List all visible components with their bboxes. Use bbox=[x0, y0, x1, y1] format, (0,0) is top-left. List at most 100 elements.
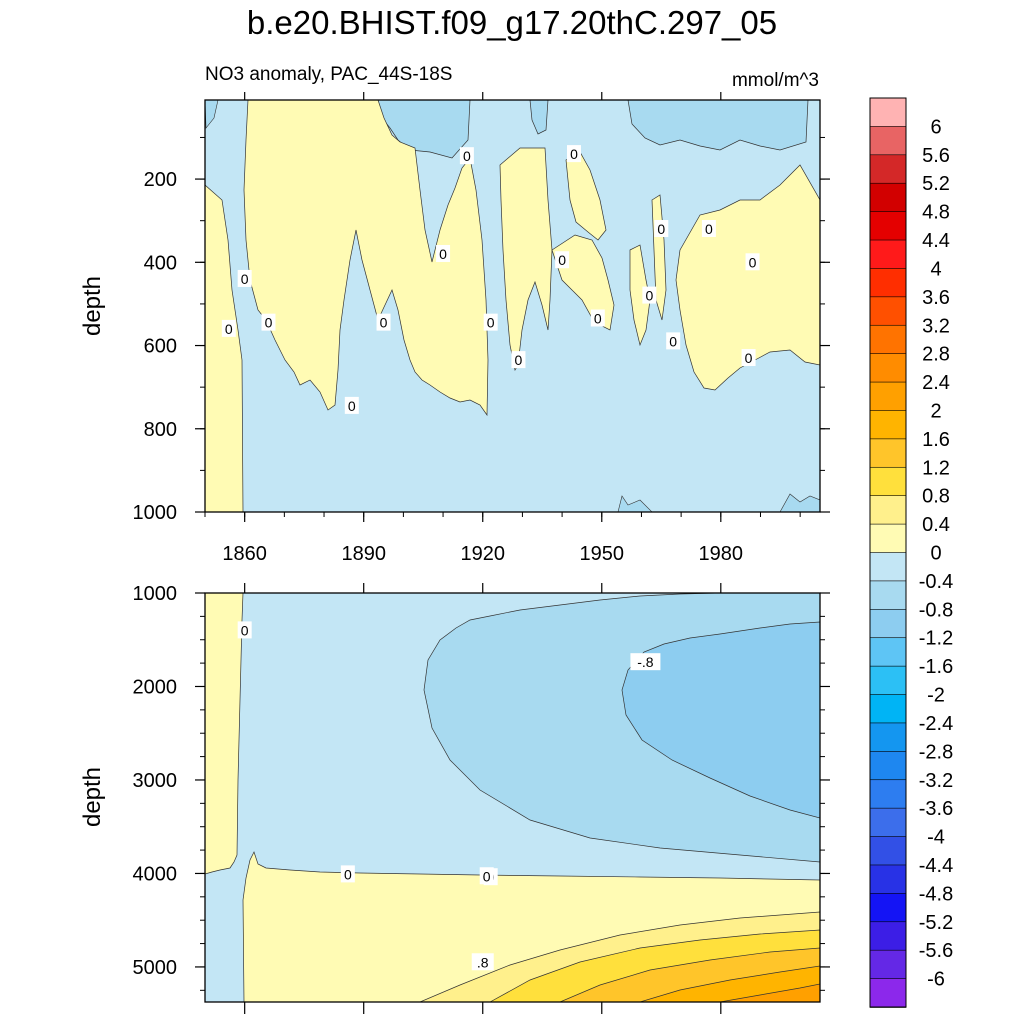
colorbar-swatch bbox=[869, 609, 907, 639]
colorbar-label: 5.6 bbox=[922, 145, 950, 167]
colorbar-swatch bbox=[869, 637, 907, 667]
upper-negative-patch bbox=[205, 100, 219, 129]
contour-label-box bbox=[745, 253, 760, 271]
y-tick-label: 200 bbox=[144, 169, 177, 191]
colorbar-label: 0.8 bbox=[922, 486, 950, 508]
upper-positive-region bbox=[205, 184, 244, 512]
colorbar-swatch bbox=[869, 552, 907, 582]
colorbar-label: -1.2 bbox=[919, 628, 953, 650]
colorbar-label: -4.8 bbox=[919, 883, 953, 905]
contour-label-box bbox=[741, 349, 756, 367]
colorbar-label: -4 bbox=[927, 827, 945, 849]
colorbar-swatch bbox=[869, 466, 907, 497]
y-tick-label: 800 bbox=[144, 419, 177, 441]
x-tick-label: 1980 bbox=[699, 543, 744, 565]
upper-positive-region bbox=[499, 147, 553, 371]
colorbar-swatch bbox=[869, 978, 907, 1008]
colorbar-swatch bbox=[869, 779, 907, 809]
colorbar-swatch bbox=[869, 182, 907, 213]
lower-contour-fill bbox=[205, 593, 820, 1002]
colorbar-swatch bbox=[869, 893, 907, 923]
contour-label-box bbox=[261, 313, 276, 331]
contour-label-box bbox=[471, 953, 494, 971]
contour-label-box bbox=[511, 351, 526, 369]
contour-label-box bbox=[436, 244, 451, 262]
upper-y-axis-label: depth bbox=[79, 276, 106, 336]
contour-label-box bbox=[654, 220, 669, 238]
upper-negative-patch bbox=[779, 493, 820, 512]
colorbar-label: -3.6 bbox=[919, 798, 953, 820]
contour-label: 0 bbox=[487, 315, 495, 331]
contour-label-box bbox=[237, 269, 252, 287]
upper-negative-patch bbox=[529, 100, 549, 135]
colorbar-label: -3.2 bbox=[919, 770, 953, 792]
colorbar-swatch bbox=[869, 324, 907, 355]
upper-contour-fill bbox=[205, 100, 820, 512]
y-tick-label: 400 bbox=[144, 252, 177, 274]
y-tick-label: 2000 bbox=[133, 676, 178, 698]
contour-label: 0 bbox=[594, 310, 602, 326]
lower-x-axis bbox=[244, 583, 722, 1014]
upper-plot-frame bbox=[204, 99, 821, 513]
contour-label: 0 bbox=[657, 221, 665, 237]
contour-label-box bbox=[344, 396, 359, 414]
colorbar-swatch bbox=[869, 751, 907, 781]
lower-positive-region bbox=[205, 593, 244, 875]
colorbar-swatch bbox=[869, 296, 907, 327]
lower-negative-region bbox=[621, 621, 820, 819]
contour-label: 0 bbox=[645, 288, 653, 304]
colorbar-label: 3.2 bbox=[922, 315, 950, 337]
colorbar-label: -0.8 bbox=[919, 599, 953, 621]
colorbar-label: -4.4 bbox=[919, 855, 953, 877]
contour-label-box bbox=[666, 332, 681, 350]
x-tick-label: 1920 bbox=[460, 543, 505, 565]
lower-contour-labels: 0-.8000.8 bbox=[237, 621, 661, 971]
contour-label-box bbox=[590, 309, 605, 327]
contour-label-box bbox=[340, 865, 355, 883]
colorbar: 6 5.6 5.2 4.8 4.4 4 3.6 3.2 2.8 2.4 2 1.6 1.2 0.8 0.4 0… bbox=[869, 97, 953, 1008]
colorbar-swatch bbox=[869, 722, 907, 753]
y-tick-label: 1000 bbox=[133, 583, 178, 605]
colorbar-swatch bbox=[869, 665, 907, 696]
contour-label: 0 bbox=[515, 352, 523, 368]
contour-label: 0 bbox=[463, 148, 471, 164]
y-tick-label: 5000 bbox=[133, 957, 178, 979]
colorbar-label: -5.6 bbox=[919, 940, 953, 962]
colorbar-swatch bbox=[869, 807, 907, 838]
contour-label-box bbox=[237, 621, 252, 639]
x-tick-label: 1860 bbox=[222, 543, 267, 565]
colorbar-label: -0.4 bbox=[919, 571, 953, 593]
contour-label: 0 bbox=[380, 315, 388, 331]
colorbar-label: 3.6 bbox=[922, 287, 950, 309]
lower-y-axis: 1000 2000 3000 4000 5000 bbox=[133, 583, 830, 991]
colorbar-label: -6 bbox=[927, 969, 945, 991]
contour-label: 0 bbox=[749, 254, 757, 270]
colorbar-swatch bbox=[869, 921, 907, 951]
contour-label: -.8 bbox=[637, 654, 654, 670]
contour-label: 0 bbox=[241, 622, 249, 638]
colorbar-label: 2 bbox=[930, 400, 941, 422]
contour-label-box bbox=[221, 319, 236, 337]
colorbar-swatch bbox=[869, 381, 907, 412]
upper-positive-region bbox=[629, 244, 651, 347]
colorbar-frame bbox=[869, 97, 907, 1008]
chart-title: b.e20.BHIST.f09_g17.20thC.297_05 bbox=[246, 4, 778, 41]
contour-label: 0 bbox=[669, 333, 677, 349]
contour-label-box bbox=[483, 313, 498, 331]
contour-label-box bbox=[630, 653, 661, 671]
contour-label-box bbox=[376, 313, 391, 331]
contour-label-box bbox=[459, 147, 474, 165]
colorbar-label: 0 bbox=[930, 543, 941, 565]
colorbar-label: 0.4 bbox=[922, 514, 950, 536]
chart-subtitle-variable: NO3 anomaly, PAC_44S-18S bbox=[205, 64, 453, 85]
y-tick-label: 3000 bbox=[133, 770, 178, 792]
colorbar-swatch bbox=[869, 580, 907, 611]
upper-contour-labels: 0 0 0 0 0 0 0 0 0 0 0 0 0 0 0 0 0 0 bbox=[221, 145, 760, 414]
colorbar-swatch bbox=[869, 410, 907, 440]
upper-x-axis: 1860 1890 1920 1950 1980 bbox=[204, 92, 801, 565]
contour-label: 0 bbox=[348, 398, 356, 414]
colorbar-label: 6 bbox=[930, 116, 941, 138]
contour-label: .8 bbox=[477, 954, 489, 970]
colorbar-label: 4.4 bbox=[922, 230, 950, 252]
